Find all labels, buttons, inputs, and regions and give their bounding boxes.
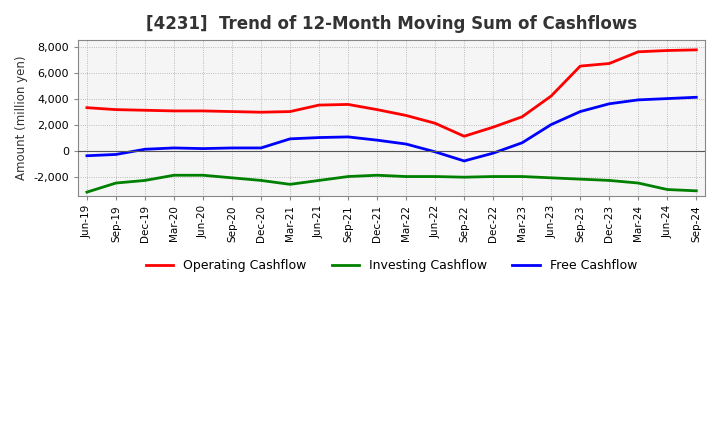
Investing Cashflow [228, 175, 236, 180]
Operating Cashflow [286, 109, 294, 114]
Free Cashflow [112, 152, 120, 157]
Y-axis label: Amount (million yen): Amount (million yen) [15, 56, 28, 180]
Operating Cashflow [518, 114, 526, 119]
Investing Cashflow [576, 176, 585, 182]
Operating Cashflow [228, 109, 236, 114]
Investing Cashflow [140, 178, 149, 183]
Free Cashflow [343, 134, 352, 139]
Operating Cashflow [257, 110, 266, 115]
Operating Cashflow [431, 121, 439, 126]
Operating Cashflow [343, 102, 352, 107]
Investing Cashflow [112, 180, 120, 186]
Operating Cashflow [692, 47, 701, 52]
Free Cashflow [547, 122, 556, 127]
Free Cashflow [576, 109, 585, 114]
Line: Free Cashflow: Free Cashflow [87, 97, 696, 161]
Investing Cashflow [460, 175, 469, 180]
Free Cashflow [315, 135, 323, 140]
Investing Cashflow [431, 174, 439, 179]
Title: [4231]  Trend of 12-Month Moving Sum of Cashflows: [4231] Trend of 12-Month Moving Sum of C… [146, 15, 637, 33]
Operating Cashflow [199, 108, 207, 114]
Investing Cashflow [257, 178, 266, 183]
Free Cashflow [431, 149, 439, 154]
Operating Cashflow [170, 108, 179, 114]
Operating Cashflow [489, 125, 498, 130]
Free Cashflow [518, 140, 526, 145]
Operating Cashflow [634, 49, 642, 55]
Free Cashflow [489, 150, 498, 156]
Free Cashflow [692, 95, 701, 100]
Investing Cashflow [692, 188, 701, 194]
Investing Cashflow [83, 190, 91, 195]
Operating Cashflow [605, 61, 613, 66]
Operating Cashflow [140, 108, 149, 113]
Operating Cashflow [112, 107, 120, 112]
Line: Investing Cashflow: Investing Cashflow [87, 175, 696, 192]
Free Cashflow [199, 146, 207, 151]
Operating Cashflow [83, 105, 91, 110]
Legend: Operating Cashflow, Investing Cashflow, Free Cashflow: Operating Cashflow, Investing Cashflow, … [141, 254, 642, 277]
Investing Cashflow [286, 182, 294, 187]
Free Cashflow [634, 97, 642, 103]
Free Cashflow [402, 141, 410, 147]
Free Cashflow [605, 101, 613, 106]
Free Cashflow [286, 136, 294, 142]
Investing Cashflow [605, 178, 613, 183]
Investing Cashflow [373, 172, 382, 178]
Operating Cashflow [576, 63, 585, 69]
Free Cashflow [373, 138, 382, 143]
Investing Cashflow [170, 172, 179, 178]
Investing Cashflow [518, 174, 526, 179]
Free Cashflow [663, 96, 672, 101]
Operating Cashflow [663, 48, 672, 53]
Investing Cashflow [343, 174, 352, 179]
Investing Cashflow [547, 175, 556, 180]
Investing Cashflow [663, 187, 672, 192]
Free Cashflow [257, 145, 266, 150]
Free Cashflow [170, 145, 179, 150]
Investing Cashflow [315, 178, 323, 183]
Operating Cashflow [402, 113, 410, 118]
Line: Operating Cashflow: Operating Cashflow [87, 50, 696, 136]
Free Cashflow [140, 147, 149, 152]
Free Cashflow [83, 153, 91, 158]
Free Cashflow [460, 158, 469, 164]
Operating Cashflow [373, 107, 382, 112]
Investing Cashflow [402, 174, 410, 179]
Free Cashflow [228, 145, 236, 150]
Investing Cashflow [489, 174, 498, 179]
Operating Cashflow [547, 93, 556, 99]
Investing Cashflow [199, 172, 207, 178]
Operating Cashflow [315, 103, 323, 108]
Operating Cashflow [460, 134, 469, 139]
Investing Cashflow [634, 180, 642, 186]
